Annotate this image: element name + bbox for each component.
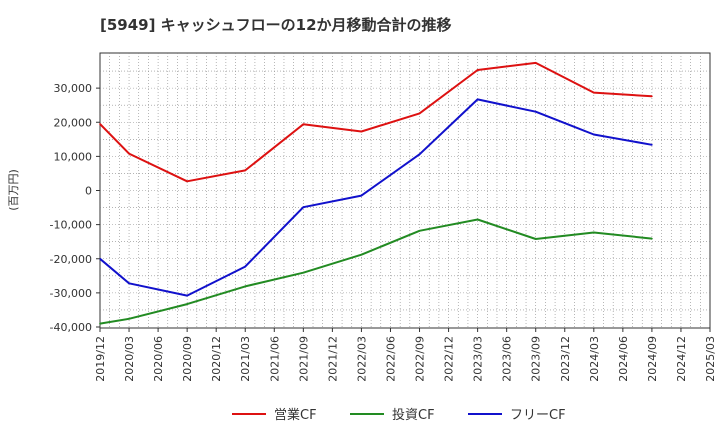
data-point	[360, 130, 363, 133]
x-tick-label: 2021/09	[297, 336, 310, 382]
series-layer	[99, 61, 653, 325]
legend-item-1: 営業CF	[232, 407, 317, 423]
data-point	[651, 95, 653, 98]
legend: 営業CF 投資CF フリーCF	[232, 407, 566, 423]
x-tick-label: 2023/03	[472, 336, 485, 382]
x-tick-label: 2023/12	[559, 336, 572, 382]
legend-label: フリーCF	[510, 408, 566, 423]
data-point	[593, 91, 595, 94]
plot-frame	[99, 52, 711, 329]
chart-title: [5949] キャッシュフローの12か月移動合計の推移	[100, 16, 452, 34]
y-tick-label: -30,000	[50, 287, 92, 300]
x-tick-label: 2020/12	[210, 336, 223, 382]
data-point	[244, 285, 246, 288]
x-tick-label: 2021/03	[239, 336, 252, 382]
y-tick-label: -20,000	[50, 253, 92, 266]
x-tick-label: 2024/12	[675, 336, 688, 382]
data-point	[302, 206, 305, 208]
x-tick-label: 2020/09	[181, 336, 194, 382]
x-tick-label: 2022/06	[384, 336, 397, 382]
x-tick-label: 2019/12	[94, 336, 107, 382]
y-axis-label: (百万円)	[7, 169, 20, 211]
y-axis-ticks: -40,000 -30,000 -20,000 -10,000 0 10,000 20,00…	[50, 82, 100, 334]
y-tick-label: -40,000	[50, 321, 92, 334]
x-tick-label: 2021/12	[326, 336, 339, 382]
data-point	[302, 123, 305, 126]
x-tick-label: 2020/06	[152, 336, 165, 382]
y-tick-label: 0	[85, 185, 92, 198]
data-point	[186, 294, 188, 297]
y-tick-label: -10,000	[50, 219, 92, 232]
data-point	[651, 237, 653, 240]
x-axis-ticks: 2019/12 2020/03 2020/06 2020/09 2020/12 2021/…	[94, 328, 717, 382]
data-point	[244, 169, 246, 172]
data-point	[302, 271, 305, 274]
data-point	[128, 152, 130, 155]
data-point	[418, 153, 421, 156]
data-point	[186, 303, 188, 305]
data-point	[534, 110, 537, 113]
y-tick-label: 30,000	[54, 82, 93, 95]
data-point	[651, 144, 653, 146]
data-point	[593, 133, 595, 136]
x-tick-label: 2022/09	[414, 336, 427, 382]
x-tick-label: 2024/09	[646, 336, 659, 382]
data-point	[418, 230, 421, 232]
data-point	[476, 98, 479, 101]
data-point	[360, 194, 363, 197]
x-tick-label: 2024/06	[617, 336, 630, 382]
x-tick-label: 2024/03	[588, 336, 601, 382]
data-point	[418, 112, 421, 115]
data-point	[99, 123, 101, 125]
data-point	[360, 253, 363, 256]
data-point	[128, 318, 130, 320]
x-tick-label: 2023/09	[530, 336, 543, 382]
x-tick-label: 2023/06	[501, 336, 514, 382]
data-point	[476, 218, 479, 221]
data-point	[244, 265, 246, 268]
data-point	[534, 62, 537, 64]
x-tick-label: 2022/12	[443, 336, 456, 382]
x-tick-label: 2022/03	[355, 336, 368, 382]
data-point	[99, 322, 101, 325]
legend-item-2: 投資CF	[350, 407, 435, 423]
grid-layer	[100, 53, 710, 328]
x-tick-label: 2020/03	[123, 336, 136, 382]
legend-label: 営業CF	[274, 407, 317, 423]
data-point	[128, 282, 130, 285]
legend-item-3: フリーCF	[468, 408, 566, 423]
x-tick-label: 2025/03	[704, 336, 717, 382]
data-point	[593, 231, 595, 234]
y-tick-label: 20,000	[54, 116, 93, 129]
data-point	[476, 69, 479, 71]
data-point	[534, 238, 537, 240]
y-tick-label: 10,000	[54, 150, 93, 163]
x-tick-label: 2021/06	[268, 336, 281, 382]
data-point	[186, 180, 188, 183]
legend-label: 投資CF	[392, 407, 435, 423]
